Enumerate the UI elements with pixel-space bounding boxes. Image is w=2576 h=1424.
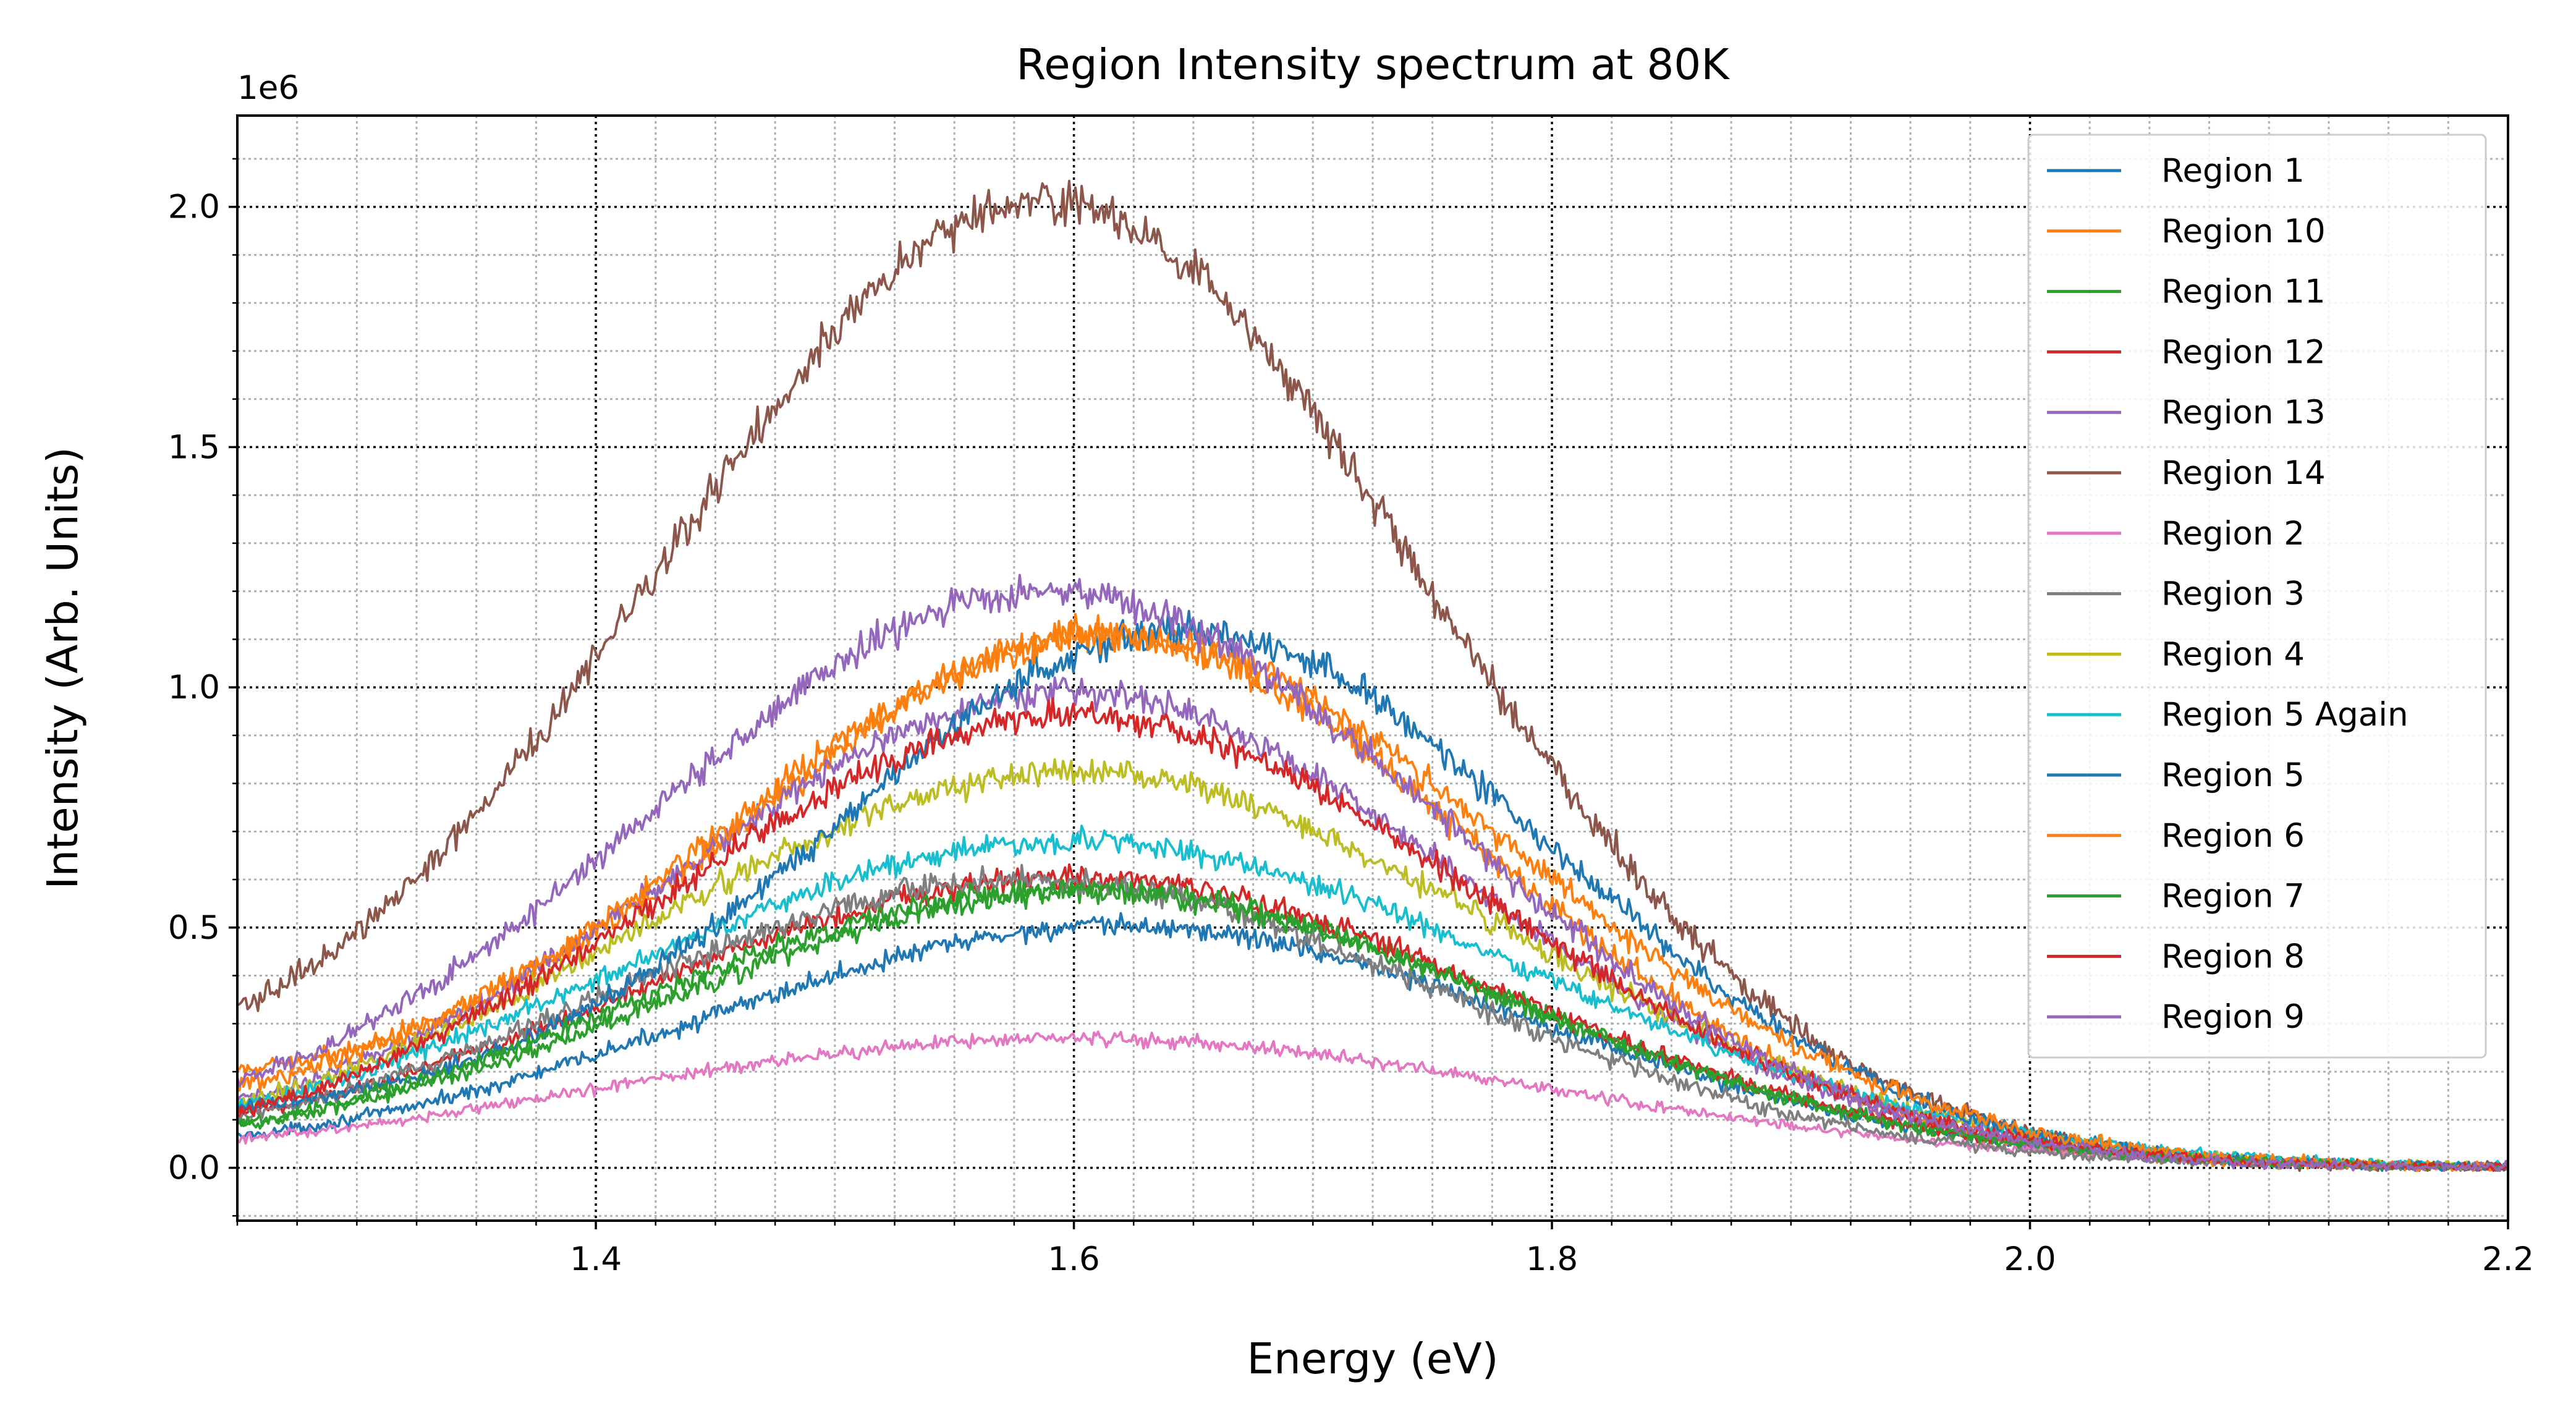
x-tick-label: 1.6 [1048,1240,1099,1278]
series-line-region-6 [236,612,2509,1172]
legend-label: Region 4 [2161,635,2305,673]
axis-ticks: 1.4 1.6 1.8 2.0 2.2 0.0 0.5 1.0 1.5 2.0 [168,158,2534,1278]
legend-label: Region 9 [2161,998,2305,1036]
y-tick-label: 1.0 [168,669,220,706]
y-tick-label: 0.5 [168,909,220,947]
x-tick-label: 2.0 [2004,1240,2056,1278]
legend-label: Region 10 [2161,213,2326,250]
y-tick-label: 1.5 [168,428,220,466]
legend-label: Region 8 [2161,938,2305,975]
y-axis-label: Intensity (Arb. Units) [38,447,88,889]
legend-label: Region 2 [2161,515,2305,553]
x-tick-label: 2.2 [2482,1240,2534,1278]
legend-label: Region 3 [2161,575,2305,613]
legend-label: Region 6 [2161,817,2305,855]
series-line-region-9 [236,574,2509,1172]
series-line-region-8 [236,697,2509,1172]
x-axis-label: Energy (eV) [1247,1334,1499,1384]
chart-title: Region Intensity spectrum at 80K [1016,40,1730,90]
legend-label: Region 12 [2161,333,2326,371]
series-line-region-7 [237,879,2509,1172]
legend-label: Region 1 [2161,152,2305,190]
y-tick-label: 2.0 [168,189,220,226]
y-tick-label: 0.0 [168,1149,220,1187]
x-tick-label: 1.8 [1526,1240,1578,1278]
legend-label: Region 13 [2161,394,2326,431]
legend-label: Region 5 [2161,756,2305,794]
legend: Region 1 Region 10 Region 11 Region 12 Regio… [2027,134,2487,1059]
legend-label: Region 5 Again [2161,696,2409,734]
legend-label: Region 7 [2161,878,2305,915]
x-tick-label: 1.4 [570,1240,622,1278]
legend-box [2027,134,2487,1059]
series-lines [236,179,2509,1172]
legend-label: Region 14 [2161,454,2326,492]
legend-label: Region 11 [2161,273,2326,311]
y-axis-offset-label: 1e6 [237,69,299,107]
